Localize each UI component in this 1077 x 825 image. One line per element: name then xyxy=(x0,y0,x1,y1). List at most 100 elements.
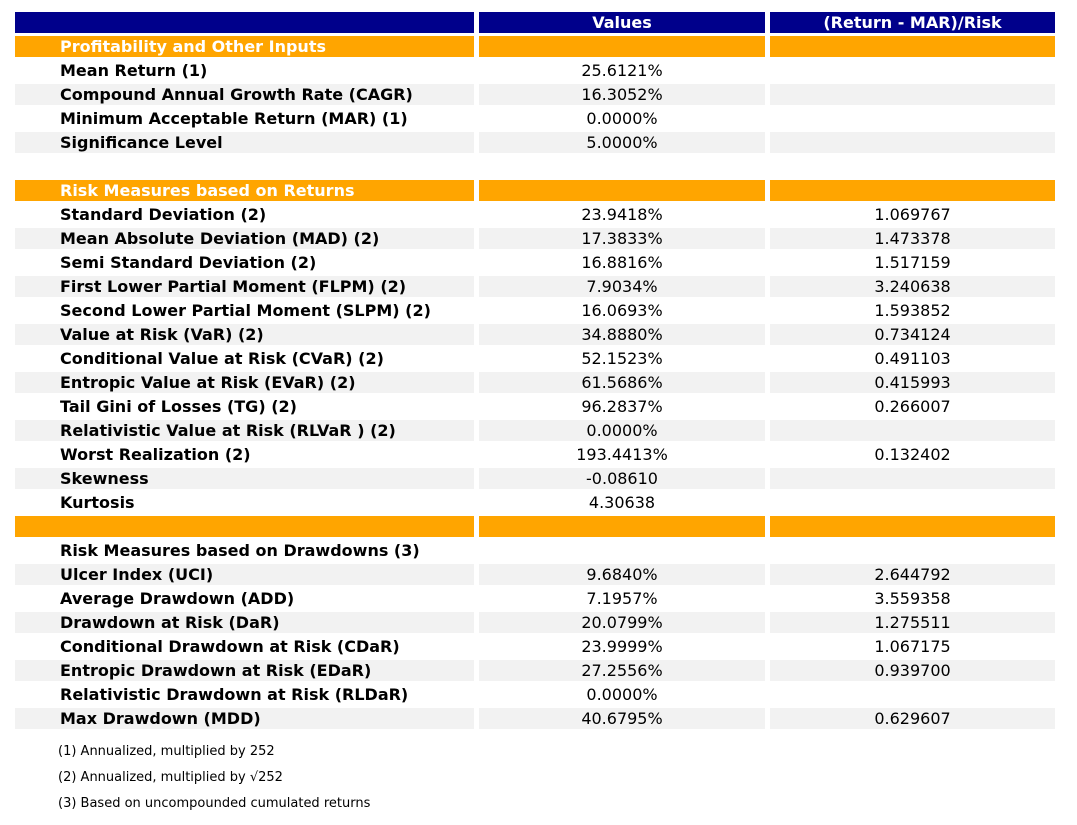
ratio-cell xyxy=(770,684,1055,705)
table-row: Standard Deviation (2) 23.9418% 1.069767 xyxy=(15,204,1055,225)
ratio-cell xyxy=(770,420,1055,441)
table-row: Average Drawdown (ADD) 7.1957% 3.559358 xyxy=(15,588,1055,609)
table-row: Second Lower Partial Moment (SLPM) (2) 16… xyxy=(15,300,1055,321)
table-row: Value at Risk (VaR) (2) 34.8880% 0.734124 xyxy=(15,324,1055,345)
table-row: Relativistic Drawdown at Risk (RLDaR) 0.0… xyxy=(15,684,1055,705)
ratio-cell: 1.067175 xyxy=(874,637,951,656)
ratio-cell xyxy=(770,468,1055,489)
table-row: Tail Gini of Losses (TG) (2) 96.2837% 0.26… xyxy=(15,396,1055,417)
row-label: Relativistic Drawdown at Risk (RLDaR) xyxy=(60,685,409,704)
row-label: Conditional Drawdown at Risk (CDaR) xyxy=(60,637,400,656)
ratio-cell: 0.132402 xyxy=(874,445,951,464)
table-row: Worst Realization (2) 193.4413% 0.132402 xyxy=(15,444,1055,465)
row-label: Max Drawdown (MDD) xyxy=(15,708,474,729)
ratio-cell: 3.240638 xyxy=(770,276,1055,297)
ratio-cell: 1.473378 xyxy=(770,228,1055,249)
value-cell xyxy=(479,516,765,537)
column-header-blank xyxy=(15,12,474,33)
row-label: Significance Level xyxy=(15,132,474,153)
row-label: Kurtosis xyxy=(60,493,135,512)
row-label: Semi Standard Deviation (2) xyxy=(60,253,317,272)
ratio-cell xyxy=(770,132,1055,153)
row-label: Entropic Value at Risk (EVaR) (2) xyxy=(15,372,474,393)
value-cell: 20.0799% xyxy=(479,612,765,633)
ratio-cell xyxy=(770,108,1055,129)
footnote: (2) Annualized, multiplied by √252 xyxy=(58,770,283,785)
table-row: Mean Return (1) 25.6121% xyxy=(15,60,1055,81)
row-label: Risk Measures based on Returns xyxy=(15,180,474,201)
row-label: Tail Gini of Losses (TG) (2) xyxy=(60,397,297,416)
row-label: Conditional Value at Risk (CVaR) (2) xyxy=(60,349,384,368)
table-row: Ulcer Index (UCI) 9.6840% 2.644792 xyxy=(15,564,1055,585)
ratio-cell: 0.939700 xyxy=(770,660,1055,681)
row-label: Mean Absolute Deviation (MAD) (2) xyxy=(15,228,474,249)
row-label: Ulcer Index (UCI) xyxy=(15,564,474,585)
ratio-cell: 0.415993 xyxy=(770,372,1055,393)
table-row: Compound Annual Growth Rate (CAGR) 16.305… xyxy=(15,84,1055,105)
row-label: Worst Realization (2) xyxy=(60,445,251,464)
value-cell: 25.6121% xyxy=(581,61,663,80)
ratio-cell xyxy=(770,84,1055,105)
table-row: Risk Measures based on Drawdowns (3) xyxy=(15,540,1055,561)
row-label: Second Lower Partial Moment (SLPM) (2) xyxy=(60,301,431,320)
value-cell: 0.0000% xyxy=(586,109,658,128)
header-row: Values (Return - MAR)/Risk xyxy=(15,12,1055,33)
ratio-cell xyxy=(770,156,1055,177)
section-row: Risk Measures based on Returns xyxy=(15,180,1055,201)
ratio-cell xyxy=(770,516,1055,537)
value-cell: 23.9418% xyxy=(581,205,663,224)
value-cell: 16.3052% xyxy=(479,84,765,105)
table-row: Max Drawdown (MDD) 40.6795% 0.629607 xyxy=(15,708,1055,729)
table-row: Significance Level 5.0000% xyxy=(15,132,1055,153)
row-label: Drawdown at Risk (DaR) xyxy=(15,612,474,633)
ratio-cell xyxy=(770,492,1055,513)
table-row: First Lower Partial Moment (FLPM) (2) 7.9… xyxy=(15,276,1055,297)
row-label: Skewness xyxy=(15,468,474,489)
footnote: (1) Annualized, multiplied by 252 xyxy=(58,744,275,759)
value-cell: 61.5686% xyxy=(479,372,765,393)
row-label: Average Drawdown (ADD) xyxy=(60,589,295,608)
table-row: Skewness -0.08610 xyxy=(15,468,1055,489)
value-cell: 16.8816% xyxy=(581,253,663,272)
table-row: Entropic Drawdown at Risk (EDaR) 27.2556%… xyxy=(15,660,1055,681)
value-cell: 5.0000% xyxy=(479,132,765,153)
ratio-cell: 0.491103 xyxy=(874,349,951,368)
table-body: Profitability and Other Inputs Mean Retur… xyxy=(15,36,1055,729)
risk-measures-table: Values (Return - MAR)/Risk Profitability… xyxy=(10,9,1060,732)
spacer-row xyxy=(15,156,1055,177)
footnote: (3) Based on uncompounded cumulated retu… xyxy=(58,796,371,811)
ratio-cell: 1.069767 xyxy=(874,205,951,224)
value-cell: 7.9034% xyxy=(479,276,765,297)
section-divider-row xyxy=(15,516,1055,537)
ratio-cell: 1.275511 xyxy=(770,612,1055,633)
table-row: Conditional Drawdown at Risk (CDaR) 23.99… xyxy=(15,636,1055,657)
value-cell xyxy=(479,180,765,201)
row-label: Relativistic Value at Risk (RLVaR ) (2) xyxy=(15,420,474,441)
value-cell: 0.0000% xyxy=(479,420,765,441)
table-row: Mean Absolute Deviation (MAD) (2) 17.3833… xyxy=(15,228,1055,249)
ratio-cell: 1.593852 xyxy=(874,301,951,320)
table-row: Semi Standard Deviation (2) 16.8816% 1.517… xyxy=(15,252,1055,273)
ratio-cell xyxy=(770,180,1055,201)
ratio-cell: 2.644792 xyxy=(770,564,1055,585)
footnotes: (1) Annualized, multiplied by 252 (2) Ann… xyxy=(58,739,1077,817)
table-row: Minimum Acceptable Return (MAR) (1) 0.000… xyxy=(15,108,1055,129)
value-cell xyxy=(479,36,765,57)
value-cell: 7.1957% xyxy=(586,589,658,608)
ratio-cell: 0.629607 xyxy=(770,708,1055,729)
row-label: Compound Annual Growth Rate (CAGR) xyxy=(15,84,474,105)
risk-report: Values (Return - MAR)/Risk Profitability… xyxy=(0,9,1077,817)
value-cell xyxy=(479,156,765,177)
row-label: First Lower Partial Moment (FLPM) (2) xyxy=(15,276,474,297)
value-cell: 23.9999% xyxy=(581,637,663,656)
row-label: Value at Risk (VaR) (2) xyxy=(15,324,474,345)
ratio-cell xyxy=(770,540,1055,561)
row-label: Profitability and Other Inputs xyxy=(15,36,474,57)
row-label: Minimum Acceptable Return (MAR) (1) xyxy=(60,109,408,128)
table-row: Kurtosis 4.30638 xyxy=(15,492,1055,513)
ratio-cell xyxy=(770,36,1055,57)
column-header-values: Values xyxy=(479,12,765,33)
row-label: Standard Deviation (2) xyxy=(60,205,267,224)
value-cell xyxy=(479,540,765,561)
value-cell: 17.3833% xyxy=(479,228,765,249)
